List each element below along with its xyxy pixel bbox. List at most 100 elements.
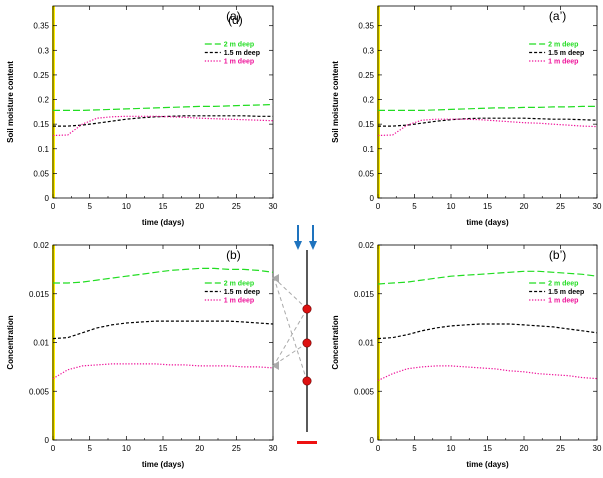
x-axis-label: time (days) (466, 218, 509, 227)
x-tick-label: 15 (159, 202, 168, 211)
y-tick-label: 0.015 (29, 290, 50, 299)
x-tick-label: 25 (232, 444, 241, 453)
x-tick-label: 25 (556, 444, 565, 453)
plot-frame (52, 5, 274, 199)
legend-entry: 1.5 m deep (224, 289, 260, 296)
sensor-connector (273, 277, 308, 310)
legend-entry: 1.5 m deep (224, 50, 260, 57)
x-tick-label: 20 (195, 444, 204, 453)
x-tick-label: 5 (87, 202, 92, 211)
series-line-1m (377, 118, 598, 137)
legend-entry: 1 m deep (548, 298, 578, 305)
x-tick-label: 5 (412, 202, 417, 211)
arrow-left-icon (272, 361, 279, 370)
plot-frame (377, 5, 598, 199)
y-tick-label: 0.35 (358, 22, 374, 31)
y-tick-label: 0.25 (358, 71, 374, 80)
chart-panels: 0 5 10 15 20 25 3000.050.10.150.20.250.30.35ti… (6, 5, 602, 469)
y-axis-highlight (377, 6, 380, 198)
y-axis-label: Concentration (6, 315, 15, 369)
x-tick-label: 20 (520, 444, 529, 453)
y-axis-label: Concentration (331, 315, 340, 369)
arrow-down-icon (309, 241, 317, 250)
series-line-1-5m (378, 117, 598, 127)
series-line-2m (377, 270, 598, 285)
x-tick-label: 15 (159, 444, 168, 453)
legend-entry: 1.5 m deep (548, 50, 584, 57)
series-line-2m (53, 103, 274, 112)
x-axis-label: time (days) (142, 218, 185, 227)
x-tick-label: 30 (593, 444, 602, 453)
y-tick-label: 0.05 (33, 169, 49, 178)
x-tick-label: 0 (51, 444, 56, 453)
y-tick-label: 0.35 (33, 22, 49, 31)
sensor-connector (273, 308, 308, 366)
legend-entry: 2 m deep (224, 281, 254, 288)
base-marker (297, 441, 317, 444)
y-tick-label: 0.15 (33, 120, 49, 129)
chart-panel-b2: 0 5 10 15 20 25 30 0 0.005 0.01 0.015 0.02 time (day… (331, 241, 602, 469)
sensor-dot (302, 304, 312, 314)
sensor-dot (302, 338, 312, 348)
legend-entry: 1 m deep (548, 59, 578, 66)
y-tick-label: 0.15 (358, 120, 374, 129)
x-tick-label: 10 (447, 444, 456, 453)
x-tick-label: 0 (51, 202, 56, 211)
legend-entry: 1 m deep (224, 59, 254, 66)
series-line-1-5m (52, 320, 274, 340)
x-axis-label: time (days) (142, 460, 185, 469)
series-line-2m (378, 105, 597, 112)
y-tick-label: 0.05 (358, 169, 374, 178)
legend-entry: 1 m deep (224, 298, 254, 305)
legend-entry: 2 m deep (224, 42, 254, 49)
x-tick-label: 10 (447, 202, 456, 211)
y-tick-label: 0.005 (354, 387, 375, 396)
y-axis-highlight (52, 6, 55, 198)
x-tick-label: 5 (87, 444, 92, 453)
x-tick-label: 30 (269, 444, 278, 453)
y-tick-label: 0.3 (363, 46, 375, 55)
y-axis-label: Soil moisture content (6, 61, 15, 143)
y-tick-label: 0.015 (354, 290, 375, 299)
x-tick-label: 20 (520, 202, 529, 211)
series-line-1-5m (53, 115, 273, 127)
legend-entry: 2 m deep (548, 42, 578, 49)
series-line-1m (52, 115, 274, 137)
legend-entry: 1.5 m deep (548, 289, 584, 296)
y-tick-label: 0.02 (358, 241, 374, 250)
x-tick-label: 10 (122, 444, 131, 453)
x-tick-label: 5 (412, 444, 417, 453)
x-axis-label: time (days) (466, 460, 509, 469)
x-tick-label: 30 (269, 202, 278, 211)
x-tick-label: 15 (483, 444, 492, 453)
series-line-1m (52, 363, 274, 380)
arrow-down-icon (294, 241, 302, 250)
x-tick-label: 25 (232, 202, 241, 211)
y-axis-label: Soil moisture content (331, 61, 340, 143)
y-tick-label: 0.01 (358, 339, 374, 348)
series-line-1-5m (377, 323, 598, 340)
y-tick-label: 0.02 (33, 241, 49, 250)
y-tick-label: 0.3 (38, 46, 50, 55)
panel-label: (a) (226, 9, 241, 23)
arrow-left-icon (272, 274, 279, 283)
y-tick-label: 0.005 (29, 387, 50, 396)
sensor-schematic (272, 225, 317, 444)
y-tick-label: 0 (45, 194, 50, 203)
chart-panel-a: 0 5 10 15 20 25 30 0 0.05 0.1 0.15 0.2 0.25 0.3 0.35 ti… (6, 5, 278, 227)
x-tick-label: 15 (483, 202, 492, 211)
x-tick-label: 25 (556, 202, 565, 211)
y-tick-label: 0.1 (363, 145, 375, 154)
y-tick-label: 0 (370, 436, 375, 445)
plot-frame (52, 244, 274, 441)
panel-label: (b’) (549, 248, 566, 262)
y-tick-label: 0.25 (33, 71, 49, 80)
series-line-2m (53, 267, 274, 284)
x-tick-label: 20 (195, 202, 204, 211)
y-tick-label: 0.01 (33, 339, 49, 348)
series-line-1m (377, 365, 598, 382)
legend-entry: 2 m deep (548, 281, 578, 288)
x-tick-label: 0 (376, 444, 381, 453)
x-tick-label: 0 (376, 202, 381, 211)
